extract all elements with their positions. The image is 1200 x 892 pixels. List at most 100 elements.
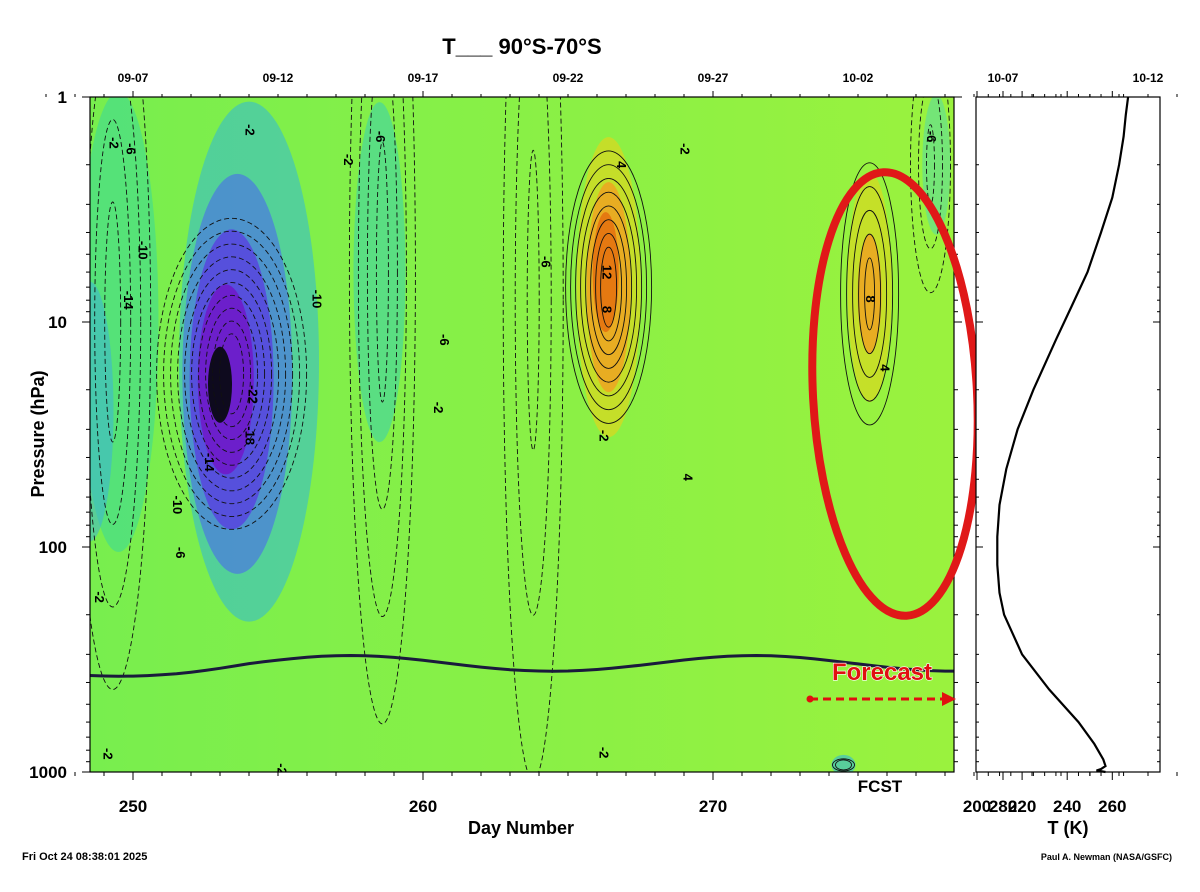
date-label: 09-17 — [408, 71, 439, 85]
x-axis-label: Day Number — [468, 818, 574, 838]
contour-label-18: -2 — [596, 430, 611, 442]
heatmap-panel: -2-6-10-14-2-2-6-10-6-2-22-18-14-10-6-14… — [45, 91, 1191, 780]
contour-label-6: -6 — [373, 131, 388, 143]
profile-ticks — [976, 91, 1160, 780]
contour-line-32 — [846, 186, 894, 402]
contour-line-1 — [212, 320, 252, 428]
footer-credit: Paul A. Newman (NASA/GSFC) — [1041, 852, 1172, 862]
contour-line-20 — [502, 97, 564, 772]
contour-label-7: -10 — [309, 290, 324, 309]
contour-line-10 — [104, 201, 122, 443]
contour-lines — [90, 97, 951, 772]
contour-label-20: -2 — [678, 143, 693, 155]
footer-timestamp: Fri Oct 24 08:38:01 2025 — [22, 851, 147, 863]
contour-label-3: -14 — [121, 291, 136, 311]
y-tick-label: 100 — [39, 538, 67, 557]
profile-x-tick-label: 240 — [1053, 797, 1081, 816]
contour-label-10: -22 — [245, 385, 260, 404]
forecast-arrow-start — [806, 695, 814, 703]
contour-label-40: -2 — [77, 754, 92, 766]
contour-line-17 — [348, 97, 416, 725]
heatmap-field — [90, 97, 951, 772]
contour-line-28 — [565, 150, 653, 424]
profile-x-tick-label: 260 — [1098, 797, 1126, 816]
heat-blob-12 — [857, 233, 882, 354]
x-tick-label: 250 — [119, 797, 147, 816]
contour-line-9 — [156, 217, 308, 530]
contour-labels: -2-6-10-14-2-2-6-10-6-2-22-18-14-10-6-14… — [77, 124, 1191, 775]
contour-line-11 — [94, 119, 132, 525]
contour-label-15: -14 — [77, 410, 92, 430]
contour-label-39: -2 — [100, 748, 115, 760]
contour-label-44: 4 — [1176, 766, 1191, 774]
contour-label-41: -2 — [274, 763, 289, 775]
contour-label-17: -6 — [538, 256, 553, 268]
contour-line-12 — [90, 97, 142, 608]
contour-label-1: -6 — [124, 143, 139, 155]
contour-line-8 — [163, 230, 301, 517]
heat-blob-7 — [90, 281, 114, 542]
contour-label-12: -14 — [202, 453, 217, 473]
y-tick-label: 1 — [58, 88, 67, 107]
heatmap-ticks — [45, 91, 1178, 780]
fcst-label: FCST — [858, 777, 903, 796]
contour-label-43: -2 — [953, 749, 968, 761]
contour-label-0: -2 — [106, 137, 121, 149]
contour-label-14: -6 — [173, 547, 188, 559]
contour-label-9: -2 — [431, 402, 446, 414]
contour-line-21 — [600, 246, 618, 328]
contour-label-24: 8 — [863, 295, 878, 302]
contour-line-66 — [910, 97, 951, 294]
contour-line-65 — [918, 97, 943, 250]
date-label: 10-07 — [988, 71, 1019, 85]
contour-line-7 — [170, 243, 294, 505]
contour-line-24 — [585, 205, 633, 369]
contour-line-71 — [832, 758, 855, 772]
contour-line-30 — [858, 233, 882, 355]
contour-label-4: -2 — [243, 124, 258, 136]
contour-label-2: -10 — [135, 241, 150, 260]
contour-label-8: -6 — [437, 334, 452, 346]
forecast-arrow — [806, 692, 956, 706]
y-tick-label: 10 — [48, 313, 67, 332]
contour-line-3 — [198, 294, 266, 453]
contour-line-29 — [864, 257, 876, 331]
x-tick-label: 270 — [699, 797, 727, 816]
heatmap-frame — [89, 96, 955, 773]
contour-line-14 — [375, 141, 389, 403]
x-axis-tick-labels: 250260270280290300 — [119, 797, 1017, 816]
contour-line-33 — [840, 162, 900, 426]
contour-line-13 — [90, 97, 152, 690]
date-label: 09-07 — [118, 71, 149, 85]
contour-line-27 — [570, 164, 648, 411]
contour-line-5 — [184, 269, 280, 479]
contour-line-70 — [835, 759, 852, 771]
contour-line-26 — [575, 177, 643, 397]
tropopause-line — [90, 653, 954, 678]
contour-line-25 — [580, 191, 638, 383]
date-label: 10-12 — [1133, 71, 1164, 85]
profile-frame — [975, 96, 1161, 773]
profile-x-tick-labels: 200 220 240 260 — [963, 797, 1127, 816]
contour-line-4 — [191, 282, 273, 466]
contour-line-15 — [366, 97, 398, 510]
date-tick-labels: 09-07 09-12 09-17 09-22 09-27 10-02 10-07 10-12… — [118, 71, 1164, 85]
contour-label-26: -6 — [924, 131, 939, 143]
date-label: 09-22 — [553, 71, 584, 85]
y-axis-label: Pressure (hPa) — [28, 370, 48, 497]
contour-label-16: -2 — [92, 591, 107, 603]
heat-blob-10 — [592, 212, 619, 333]
profile-x-tick-label: 200 — [963, 797, 991, 816]
x-tick-label: 260 — [409, 797, 437, 816]
contour-label-5: -2 — [341, 154, 356, 166]
chart-title: T___ 90°S-70°S — [442, 34, 601, 59]
contour-line-23 — [590, 219, 628, 356]
contour-label-21: 12 — [599, 265, 614, 279]
forecast-arrow-head — [942, 692, 956, 706]
date-label: 10-02 — [843, 71, 874, 85]
contour-label-25: 4 — [878, 364, 893, 372]
x-tick-label: 280 — [989, 797, 1017, 816]
temperature-profile-line — [996, 96, 1130, 774]
y-axis-tick-labels: 1 10 100 1000 — [29, 88, 67, 782]
